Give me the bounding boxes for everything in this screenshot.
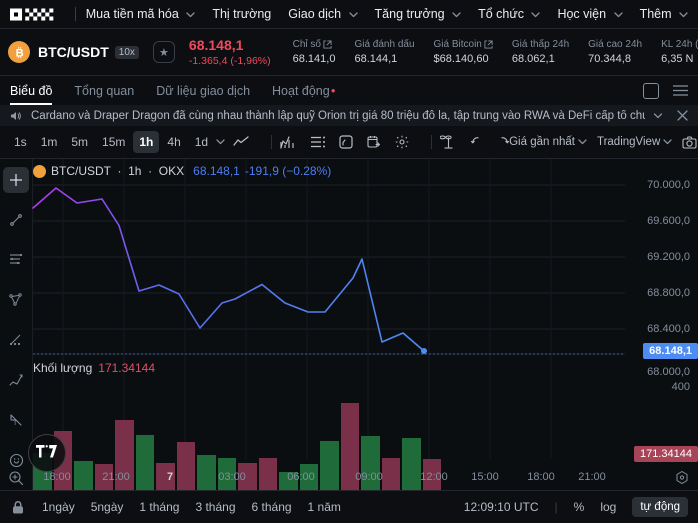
svg-text:B: B — [15, 47, 23, 59]
svg-text:T: T — [13, 420, 18, 427]
